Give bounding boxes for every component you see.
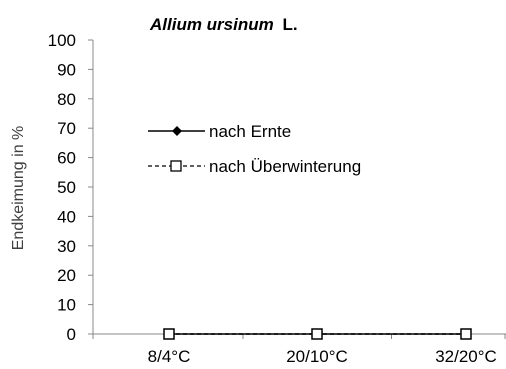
y-ticks: 0 10 20 30 40 50 60 70 80 90 100 xyxy=(48,31,93,344)
x-tick-label-2: 32/20°C xyxy=(435,347,497,366)
legend-label-nach-ueberwinterung: nach Überwinterung xyxy=(209,157,361,176)
y-tick-label-40: 40 xyxy=(57,207,76,226)
x-tick-label-0: 8/4°C xyxy=(148,347,191,366)
chart-title-authority: L. xyxy=(282,15,297,34)
y-tick-label-100: 100 xyxy=(48,31,76,50)
y-tick-label-50: 50 xyxy=(57,178,76,197)
series-markers xyxy=(163,328,472,340)
y-axis-label: Endkeimung in % xyxy=(10,126,27,251)
legend-marker-nach-ueberwinterung xyxy=(170,160,182,172)
legend-item-nach-ernte: nach Ernte xyxy=(148,122,291,141)
y-tick-label-90: 90 xyxy=(57,60,76,79)
y-tick-label-10: 10 xyxy=(57,296,76,315)
chart-title-species: Allium ursinum xyxy=(149,15,274,34)
y-tick-label-20: 20 xyxy=(57,266,76,285)
x-tick-label-1: 20/10°C xyxy=(286,347,348,366)
legend-item-nach-ueberwinterung: nach Überwinterung xyxy=(148,157,361,176)
chart-title: Allium ursinum L. xyxy=(149,15,298,34)
y-tick-label-80: 80 xyxy=(57,90,76,109)
series-1-point-1 xyxy=(311,328,323,340)
y-tick-label-0: 0 xyxy=(67,325,76,344)
x-ticks: 8/4°C 20/10°C 32/20°C xyxy=(92,334,506,366)
series-1-point-2 xyxy=(460,328,472,340)
y-tick-label-70: 70 xyxy=(57,119,76,138)
legend-marker-nach-ernte xyxy=(172,126,182,136)
series-1-point-0 xyxy=(163,328,175,340)
y-tick-label-60: 60 xyxy=(57,149,76,168)
legend: nach Ernte nach Überwinterung xyxy=(148,122,361,176)
legend-label-nach-ernte: nach Ernte xyxy=(209,122,291,141)
y-tick-label-30: 30 xyxy=(57,237,76,256)
